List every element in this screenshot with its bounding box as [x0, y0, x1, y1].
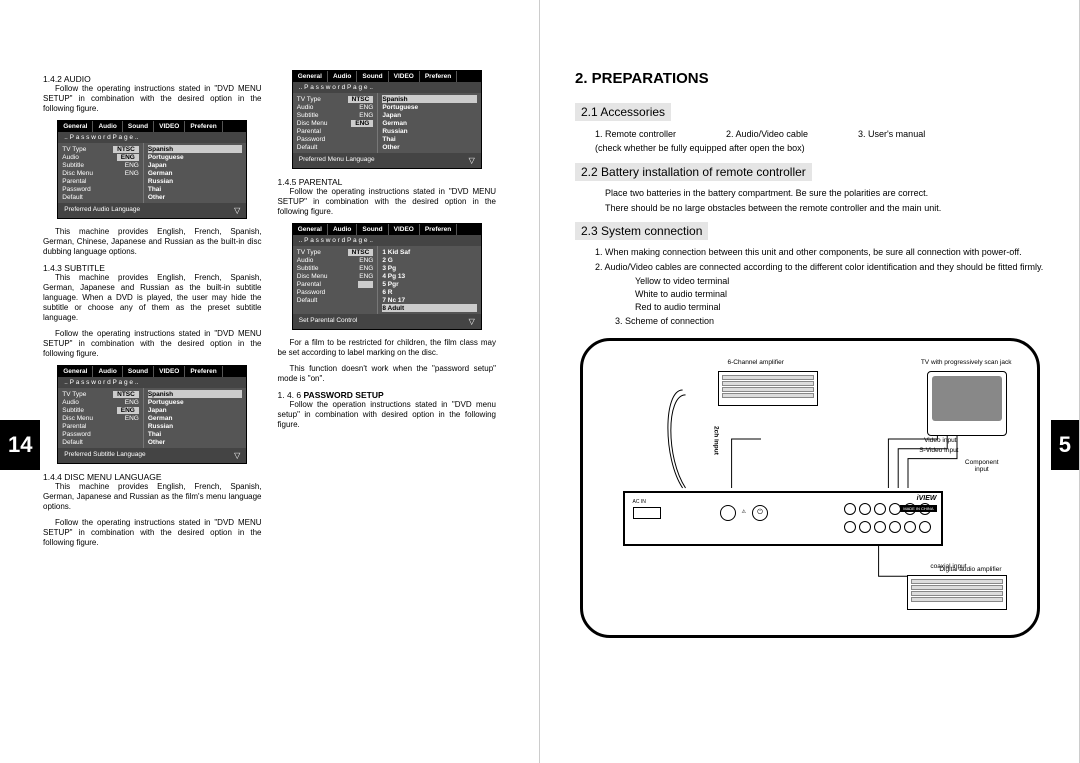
para-146-1: Follow the operation instructions stated… — [278, 400, 497, 430]
color-yellow: Yellow to video terminal — [635, 275, 1044, 288]
heading-142: 1.4.2 AUDIO — [43, 74, 262, 84]
para-23-1: 1. When making connection between this u… — [595, 246, 1044, 259]
menu-discmenu: GeneralAudioSoundVIDEOPreferen .. P a s … — [292, 70, 482, 169]
menu-tabs: GeneralAudioSoundVIDEOPreferen — [58, 121, 246, 132]
para-142-2: This machine provides English, French, S… — [43, 227, 262, 257]
menu-parental: GeneralAudioSoundVIDEOPreferen .. P a s … — [292, 223, 482, 330]
page-number-right: 5 — [1051, 420, 1079, 470]
heading-145: 1.4.5 PARENTAL — [278, 177, 497, 187]
para-145-1: Follow the operating instructions stated… — [278, 187, 497, 217]
page-5: 5 2. PREPARATIONS 2.1 Accessories 1. Rem… — [540, 0, 1080, 763]
menu-subtitle: GeneralAudioSoundVIDEOPreferen .. P a s … — [57, 365, 247, 464]
made-in-label: MADE IN CHINA — [900, 505, 936, 512]
menu-audio: GeneralAudioSoundVIDEOPreferen .. P a s … — [57, 120, 247, 219]
para-23-2: 2. Audio/Video cables are connected acco… — [595, 261, 1044, 274]
title-preparations: 2. PREPARATIONS — [575, 70, 1044, 87]
certification-icons: ⚠ ⏻ — [720, 505, 768, 521]
device-6ch-amplifier — [718, 371, 818, 406]
page-14: 14 1.4.2 AUDIO Follow the operating inst… — [0, 0, 540, 763]
rca-jacks-row2 — [844, 521, 931, 533]
device-tv — [927, 371, 1007, 436]
para-145-2: For a film to be restricted for children… — [278, 338, 497, 358]
heading-144: 1.4.4 DISC MENU LANGUAGE — [43, 472, 262, 482]
para-22-2: There should be no large obstacles betwe… — [595, 202, 1044, 215]
connection-diagram: 6-Channel amplifier TV with progressivel… — [580, 338, 1040, 638]
brand-logo: iVIEW — [917, 495, 937, 502]
left-column: 1.4.2 AUDIO Follow the operating instruc… — [35, 70, 270, 733]
device-digital-amplifier — [907, 575, 1007, 610]
color-white: White to audio terminal — [635, 288, 1044, 301]
heading-146: 1. 4. 6 PASSWORD SETUP — [278, 390, 497, 400]
label-digital-amp: Digital audio amplifier — [939, 566, 1001, 573]
para-143-2: Follow the operating instructions stated… — [43, 329, 262, 359]
label-tv: TV with progressively scan jack — [921, 359, 1012, 366]
para-22-1: Place two batteries in the battery compa… — [595, 187, 1044, 200]
color-red: Red to audio terminal — [635, 301, 1044, 314]
para-142-1: Follow the operating instructions stated… — [43, 84, 262, 114]
heading-22: 2.2 Battery installation of remote contr… — [575, 163, 812, 181]
page-number-left: 14 — [0, 420, 40, 470]
label-video-input: Video input — [924, 437, 956, 444]
label-2ch-input: 2ch input — [713, 426, 720, 455]
label-6ch-amp: 6-Channel amplifier — [728, 359, 784, 366]
right-column: GeneralAudioSoundVIDEOPreferen .. P a s … — [270, 70, 505, 733]
para-144-1: This machine provides English, French, S… — [43, 482, 262, 512]
heading-21: 2.1 Accessories — [575, 103, 671, 121]
accessory-note: (check whether be fully equipped after o… — [595, 143, 1044, 153]
heading-23: 2.3 System connection — [575, 222, 708, 240]
para-143-1: This machine provides English, French, S… — [43, 273, 262, 323]
label-component-input: Component input — [965, 459, 999, 473]
heading-143: 1.4.3 SUBTITLE — [43, 263, 262, 273]
para-23-3: 3. Scheme of connection — [615, 315, 1044, 328]
para-144-2: Follow the operating instructions stated… — [43, 518, 262, 548]
device-dvd-rear: AC IN ⚠ ⏻ iVIEW MADE IN CHINA — [623, 491, 943, 546]
accessories-list: 1. Remote controller 2. Audio/Video cabl… — [595, 129, 1044, 139]
para-145-3: This function doesn't work when the "pas… — [278, 364, 497, 384]
label-svideo-input: S-Video Input — [919, 447, 958, 454]
